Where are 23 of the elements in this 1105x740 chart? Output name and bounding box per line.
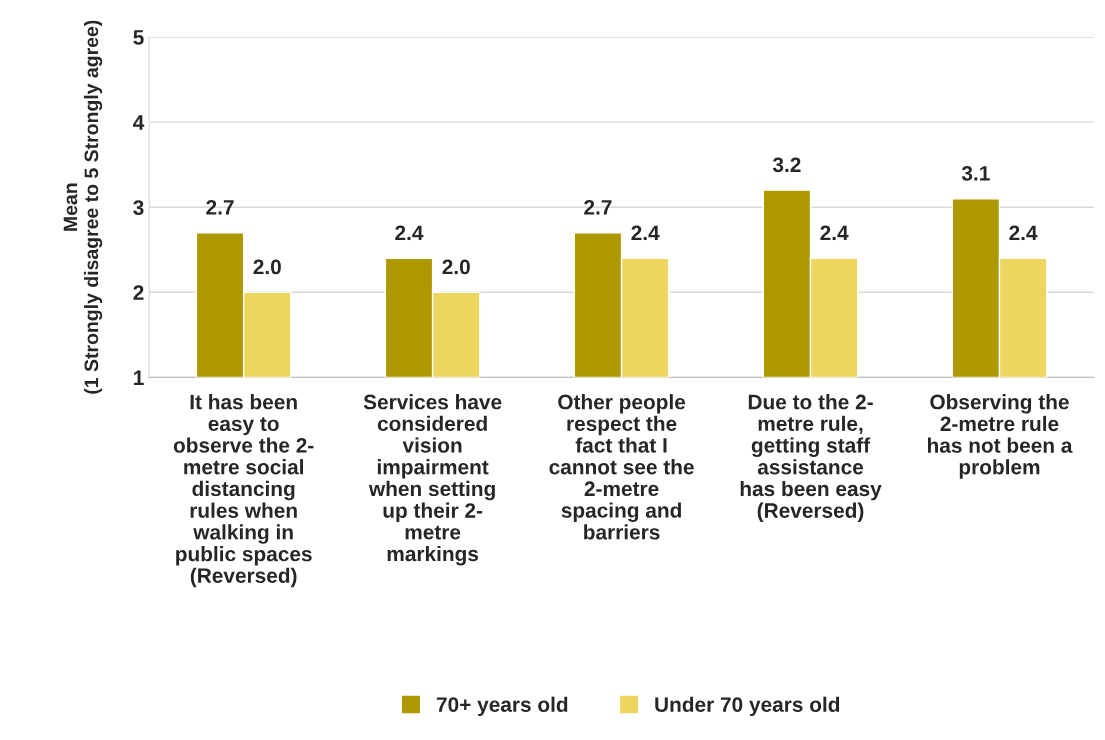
y-tick-label: 5	[133, 30, 144, 45]
x-tick-label: Other people respect the fact that I cannot see the 2-metre spacing and barriers	[549, 394, 694, 540]
x-tick-label: Observing the 2-metre rule has not been a problem	[928, 394, 1073, 479]
data-label: 2.7	[584, 199, 612, 215]
data-label: 2.4	[820, 225, 849, 241]
y-tick-label: 1	[134, 370, 144, 385]
data-label: 3.2	[772, 157, 801, 173]
data-label: 2.7	[206, 199, 234, 215]
data-label: 2.0	[442, 259, 470, 275]
category-label: It has been easy to observe the 2- metre social distancing rules when walking in public spaces (Reversed)	[173, 394, 314, 588]
y-tick-label: 4	[133, 115, 145, 130]
data-label: 2.0	[253, 259, 281, 275]
data-label: 3.1	[961, 165, 990, 181]
y-tick-label: 2	[133, 285, 144, 300]
y-tick-label: 3	[133, 200, 144, 215]
y-axis-title: Mean (1 Strongly disagree to 5 Strongly agree)	[63, 20, 103, 394]
x-tick-label: Due to the 2- metre rule, getting staff assistance has been easy (Reversed)	[740, 394, 882, 522]
legend-label: 70+ years old	[436, 696, 568, 717]
data-label: 2.4	[395, 225, 424, 241]
data-label: 2.4	[631, 225, 660, 241]
data-label: 2.4	[1009, 225, 1038, 241]
legend-label: Under 70 years old	[655, 696, 840, 717]
x-tick-label: Services have considered vision impairment when setting up their 2- metre markings	[363, 394, 502, 566]
